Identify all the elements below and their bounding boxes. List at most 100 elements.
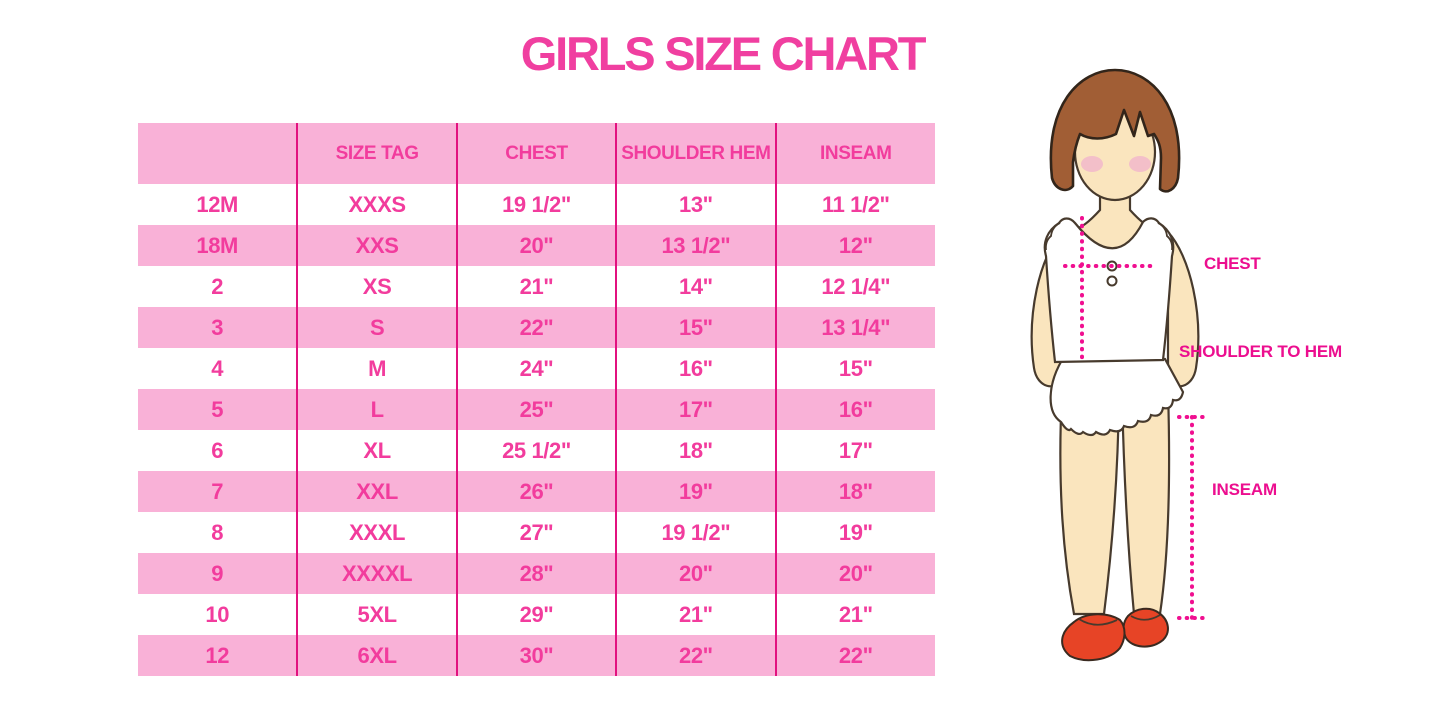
table-cell: 5XL xyxy=(296,594,457,635)
hair xyxy=(1049,68,1181,193)
table-body: 12M XXXS 19 1/2" 13" 11 1/2" 18M XXS 20" 13 1/2"… xyxy=(138,184,935,676)
table-cell: 19" xyxy=(615,471,776,512)
table-cell: XXXL xyxy=(296,512,457,553)
table-row: 5 L 25" 17" 16" xyxy=(138,389,935,430)
inseam-label: INSEAM xyxy=(1212,480,1277,499)
table-cell: 13" xyxy=(615,184,776,225)
table-cell: 22" xyxy=(774,635,935,676)
left-shoulder-ruffle xyxy=(1044,222,1061,251)
table-cell: 20" xyxy=(615,553,776,594)
table-cell: 20" xyxy=(774,553,935,594)
table-cell: 12 xyxy=(138,635,298,676)
table-cell: 21" xyxy=(615,594,776,635)
table-cell: 7 xyxy=(138,471,298,512)
table-cell: 18M xyxy=(138,225,298,266)
table-row: 4 M 24" 16" 15" xyxy=(138,348,935,389)
top-bodice xyxy=(1043,217,1175,364)
table-header: SIZE TAG CHEST SHOULDER HEM INSEAM xyxy=(138,123,935,184)
table-cell: 10 xyxy=(205,601,230,627)
table-cell: 12 1/4" xyxy=(774,266,935,307)
table-row: 2 XS 21" 14" 12 1/4" xyxy=(138,266,935,307)
table-cell: 3 xyxy=(138,307,298,348)
table-row: 10 5XL 29" 21" 21" xyxy=(138,594,935,635)
table-row: 12M XXXS 19 1/2" 13" 11 1/2" xyxy=(138,184,935,225)
table-cell: 16" xyxy=(615,348,776,389)
table-cell: 12M xyxy=(196,191,238,217)
column-header: SHOULDER HEM xyxy=(615,123,776,184)
table-row: 7 XXL 26" 19" 18" xyxy=(138,471,935,512)
table-cell: 8 xyxy=(211,519,224,545)
girl-illustration xyxy=(1030,68,1205,662)
table-row: 3 S 22" 15" 13 1/4" xyxy=(138,307,935,348)
left-shoe xyxy=(1061,613,1126,662)
bottom-button xyxy=(1106,275,1118,287)
table-cell: 15" xyxy=(774,348,935,389)
table-cell: 17" xyxy=(615,389,776,430)
chest-label: CHEST xyxy=(1204,254,1261,273)
table-cell: 25" xyxy=(455,389,617,430)
table-cell: 18" xyxy=(615,430,776,471)
table-cell: 19" xyxy=(774,512,935,553)
table-row: 9 XXXXL 28" 20" 20" xyxy=(138,553,935,594)
right-shoe xyxy=(1122,607,1169,648)
table-cell: 11 1/2" xyxy=(774,184,935,225)
table-cell: 14" xyxy=(615,266,776,307)
table-cell: XXS xyxy=(296,225,457,266)
table-cell: 2 xyxy=(211,273,224,299)
left-cheek-blush xyxy=(1081,156,1103,172)
header-row: SIZE TAG CHEST SHOULDER HEM INSEAM xyxy=(138,123,935,184)
column-header: CHEST xyxy=(455,123,617,184)
table-row: 6 XL 25 1/2" 18" 17" xyxy=(138,430,935,471)
table-row: 18M XXS 20" 13 1/2" 12" xyxy=(138,225,935,266)
table-cell: 6 xyxy=(211,437,224,463)
table-row: 8 XXXL 27" 19 1/2" 19" xyxy=(138,512,935,553)
table-cell: 25 1/2" xyxy=(455,430,617,471)
left-shoe-strap xyxy=(1078,618,1118,626)
table-cell: 27" xyxy=(455,512,617,553)
size-table: SIZE TAG CHEST SHOULDER HEM INSEAM 12M XXXS 1… xyxy=(138,123,935,676)
table-cell: 6XL xyxy=(296,635,457,676)
table-cell: M xyxy=(296,348,457,389)
table-cell: XXXS xyxy=(296,184,457,225)
table-cell: 28" xyxy=(455,553,617,594)
table-cell: XXXXL xyxy=(296,553,457,594)
table-cell: L xyxy=(296,389,457,430)
table-cell: 13 1/4" xyxy=(774,307,935,348)
table-cell: 21" xyxy=(774,594,935,635)
table-cell: 26" xyxy=(455,471,617,512)
table-cell: 18" xyxy=(774,471,935,512)
table-cell: 15" xyxy=(615,307,776,348)
table-cell: 22" xyxy=(615,635,776,676)
right-shoulder-ruffle xyxy=(1157,222,1174,251)
table-cell: 24" xyxy=(455,348,617,389)
table-cell: 29" xyxy=(455,594,617,635)
table-row: 12 6XL 30" 22" 22" xyxy=(138,635,935,676)
column-header: INSEAM xyxy=(774,123,935,184)
left-leg xyxy=(1059,388,1121,616)
page-title: GIRLS SIZE CHART xyxy=(520,27,927,80)
table-cell: 5 xyxy=(138,389,298,430)
shoulder-to-hem-label: SHOULDER TO HEM xyxy=(1179,342,1342,361)
right-shoe-strap xyxy=(1130,614,1161,621)
table-cell: XS xyxy=(296,266,457,307)
table-cell: 13 1/2" xyxy=(615,225,776,266)
table-cell: 4 xyxy=(211,355,224,381)
table-cell: 17" xyxy=(774,430,935,471)
measurement-diagram: CHEST SHOULDER TO HEM INSEAM xyxy=(980,60,1445,720)
table-cell: 19 1/2" xyxy=(615,512,776,553)
column-header xyxy=(138,123,298,184)
column-header: SIZE TAG xyxy=(296,123,457,184)
table-cell: 20" xyxy=(455,225,617,266)
table-cell: 19 1/2" xyxy=(455,184,617,225)
table-cell: XXL xyxy=(296,471,457,512)
table-cell: 21" xyxy=(455,266,617,307)
table-cell: XL xyxy=(296,430,457,471)
table-cell: 22" xyxy=(455,307,617,348)
right-cheek-blush xyxy=(1129,156,1151,172)
table-cell: 9 xyxy=(138,553,298,594)
table-cell: S xyxy=(296,307,457,348)
skirt-ruffle xyxy=(1049,357,1185,437)
size-table-grid: SIZE TAG CHEST SHOULDER HEM INSEAM 12M XXXS 1… xyxy=(138,123,935,676)
table-cell: 30" xyxy=(455,635,617,676)
